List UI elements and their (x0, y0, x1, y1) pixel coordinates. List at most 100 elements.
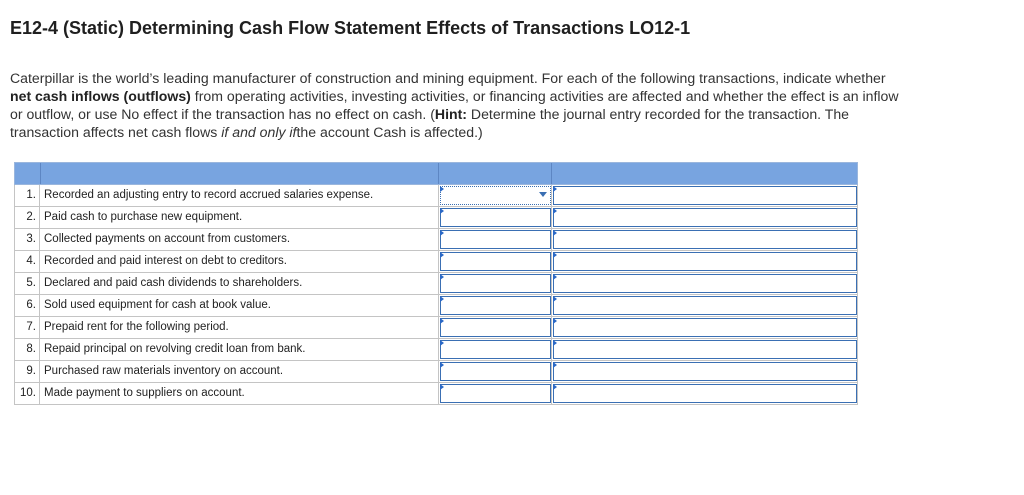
answer-flag-icon (440, 384, 444, 390)
effect-cell (552, 317, 858, 339)
effect-dropdown[interactable] (553, 384, 857, 403)
effect-cell (552, 339, 858, 361)
table-body: 1. Recorded an adjusting entry to record … (14, 185, 858, 405)
activity-cell (439, 383, 552, 405)
activity-dropdown[interactable] (440, 252, 551, 271)
activity-dropdown[interactable] (440, 186, 551, 205)
row-number: 9. (14, 361, 40, 383)
instructions-bold-1: net cash inflows (outflows) (10, 88, 191, 104)
row-number: 5. (14, 273, 40, 295)
effect-cell (552, 229, 858, 251)
activity-cell (439, 273, 552, 295)
table-row: 7. Prepaid rent for the following period. (14, 317, 858, 339)
effect-dropdown[interactable] (553, 186, 857, 205)
answer-flag-icon (440, 186, 444, 192)
row-number: 6. (14, 295, 40, 317)
effect-dropdown[interactable] (553, 274, 857, 293)
row-number: 2. (14, 207, 40, 229)
activity-dropdown[interactable] (440, 208, 551, 227)
table-row: 9. Purchased raw materials inventory on a… (14, 361, 858, 383)
page-title: E12-4 (Static) Determining Cash Flow Sta… (10, 18, 691, 38)
effect-dropdown[interactable] (553, 252, 857, 271)
transaction-description: Sold used equipment for cash at book val… (40, 295, 439, 317)
effect-dropdown[interactable] (553, 362, 857, 381)
activity-dropdown[interactable] (440, 230, 551, 249)
header-cell-number (15, 163, 41, 184)
answer-flag-icon (553, 252, 557, 258)
row-number: 10. (14, 383, 40, 405)
chevron-down-icon[interactable] (539, 192, 547, 197)
row-number: 3. (14, 229, 40, 251)
table-header (14, 162, 858, 185)
instructions-text-1: Caterpillar is the world’s leading manuf… (10, 70, 886, 86)
activity-dropdown[interactable] (440, 318, 551, 337)
effect-dropdown[interactable] (553, 230, 857, 249)
table-row: 8. Repaid principal on revolving credit l… (14, 339, 858, 361)
transaction-description: Paid cash to purchase new equipment. (40, 207, 439, 229)
instructions-italic-1: if and only if (221, 124, 297, 140)
activity-dropdown[interactable] (440, 274, 551, 293)
transaction-description: Recorded and paid interest on debt to cr… (40, 251, 439, 273)
answer-flag-icon (440, 208, 444, 214)
answer-flag-icon (440, 230, 444, 236)
effect-dropdown[interactable] (553, 208, 857, 227)
effect-cell (552, 207, 858, 229)
transaction-description: Prepaid rent for the following period. (40, 317, 439, 339)
effect-dropdown[interactable] (553, 340, 857, 359)
activity-cell (439, 251, 552, 273)
instructions-text-2: from operating activities, investing act… (10, 88, 899, 122)
transactions-table: 1. Recorded an adjusting entry to record … (14, 162, 858, 405)
answer-flag-icon (553, 208, 557, 214)
activity-dropdown[interactable] (440, 296, 551, 315)
effect-dropdown[interactable] (553, 318, 857, 337)
table-row: 10. Made payment to suppliers on account. (14, 383, 858, 405)
instructions-text-4: the account Cash is affected.) (296, 124, 483, 140)
effect-cell (552, 383, 858, 405)
activity-dropdown[interactable] (440, 340, 551, 359)
transaction-description: Declared and paid cash dividends to shar… (40, 273, 439, 295)
effect-cell (552, 185, 858, 207)
activity-cell (439, 339, 552, 361)
activity-cell (439, 317, 552, 339)
effect-dropdown[interactable] (553, 296, 857, 315)
table-row: 3. Collected payments on account from cus… (14, 229, 858, 251)
table-row: 1. Recorded an adjusting entry to record … (14, 185, 858, 207)
answer-flag-icon (440, 318, 444, 324)
header-cell-transaction (41, 163, 439, 184)
answer-flag-icon (553, 296, 557, 302)
transaction-description: Repaid principal on revolving credit loa… (40, 339, 439, 361)
transaction-description: Collected payments on account from custo… (40, 229, 439, 251)
header-cell-effect (552, 163, 857, 184)
transaction-description: Purchased raw materials inventory on acc… (40, 361, 439, 383)
row-number: 4. (14, 251, 40, 273)
activity-dropdown[interactable] (440, 384, 551, 403)
answer-flag-icon (553, 340, 557, 346)
answer-flag-icon (440, 340, 444, 346)
answer-flag-icon (440, 252, 444, 258)
answer-flag-icon (553, 186, 557, 192)
activity-cell (439, 229, 552, 251)
answer-flag-icon (440, 274, 444, 280)
row-number: 1. (14, 185, 40, 207)
effect-cell (552, 295, 858, 317)
answer-flag-icon (553, 384, 557, 390)
instructions: Caterpillar is the world’s leading manuf… (10, 69, 910, 141)
answer-flag-icon (440, 362, 444, 368)
activity-cell (439, 361, 552, 383)
table-row: 6. Sold used equipment for cash at book v… (14, 295, 858, 317)
answer-flag-icon (553, 230, 557, 236)
activity-cell (439, 207, 552, 229)
effect-cell (552, 273, 858, 295)
table-row: 5. Declared and paid cash dividends to sh… (14, 273, 858, 295)
activity-cell (439, 295, 552, 317)
header-cell-activity (439, 163, 552, 184)
transaction-description: Recorded an adjusting entry to record ac… (40, 185, 439, 207)
activity-cell (439, 185, 552, 207)
table-row: 2. Paid cash to purchase new equipment. (14, 207, 858, 229)
table-row: 4. Recorded and paid interest on debt to … (14, 251, 858, 273)
answer-flag-icon (553, 318, 557, 324)
row-number: 8. (14, 339, 40, 361)
answer-flag-icon (440, 296, 444, 302)
activity-dropdown[interactable] (440, 362, 551, 381)
row-number: 7. (14, 317, 40, 339)
